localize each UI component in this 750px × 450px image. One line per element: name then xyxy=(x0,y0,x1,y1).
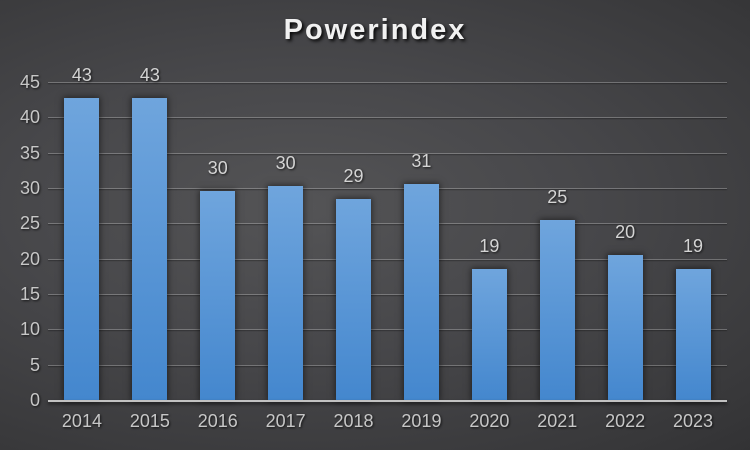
chart-title: Powerindex xyxy=(283,14,467,46)
bar xyxy=(336,198,372,400)
gridline xyxy=(48,223,727,225)
bar-value-label: 43 xyxy=(71,65,92,86)
gridline xyxy=(48,82,727,83)
y-axis-tick-label: 25 xyxy=(19,213,40,234)
bar-value-label: 19 xyxy=(683,235,704,256)
y-axis-tick-label: 35 xyxy=(19,142,40,163)
bar-value-label: 29 xyxy=(343,165,364,186)
x-axis-tick-label: 2014 xyxy=(61,411,102,431)
bar-value-label: 30 xyxy=(207,157,228,178)
bar-value-label: 30 xyxy=(275,152,296,173)
y-axis-tick-label: 40 xyxy=(19,107,40,128)
gridline xyxy=(48,117,727,119)
gridline xyxy=(48,329,727,331)
gridline xyxy=(48,364,727,366)
x-axis-tick-label: 2019 xyxy=(401,411,442,431)
bar xyxy=(539,219,575,400)
x-axis-tick-label: 2023 xyxy=(673,411,714,431)
y-axis-tick-label: 45 xyxy=(19,72,40,92)
y-axis-tick-label: 30 xyxy=(19,178,40,198)
bar xyxy=(471,268,507,400)
y-axis-tick-label: 5 xyxy=(29,354,40,375)
bar xyxy=(268,185,304,400)
bar xyxy=(132,97,168,400)
x-axis-tick-label: 2017 xyxy=(265,411,306,431)
x-axis-tick-label: 2022 xyxy=(605,411,646,431)
bar-value-label: 43 xyxy=(139,64,160,85)
bar xyxy=(403,183,439,400)
bar xyxy=(200,190,236,400)
bar-value-label: 20 xyxy=(615,222,636,243)
y-axis-tick-label: 15 xyxy=(19,284,40,304)
gridline xyxy=(48,258,727,260)
x-axis-tick-label: 2018 xyxy=(333,411,374,431)
bar-value-label: 31 xyxy=(411,150,432,171)
y-axis-tick-label: 0 xyxy=(29,390,40,410)
x-axis-line xyxy=(48,400,727,402)
y-axis-tick-label: 10 xyxy=(19,319,40,340)
bar xyxy=(64,98,100,400)
bar-value-label: 19 xyxy=(479,235,500,256)
gridline xyxy=(48,188,727,189)
x-axis-tick-label: 2015 xyxy=(129,411,170,431)
x-axis-tick-label: 2020 xyxy=(469,411,510,431)
bar xyxy=(607,255,643,400)
y-axis-tick-label: 20 xyxy=(19,248,40,269)
bar xyxy=(675,268,711,400)
x-axis-tick-label: 2016 xyxy=(197,411,238,431)
x-axis-tick-label: 2021 xyxy=(537,411,578,431)
gridline xyxy=(48,152,727,154)
bar-value-label: 25 xyxy=(547,186,568,207)
gridline xyxy=(48,294,727,295)
